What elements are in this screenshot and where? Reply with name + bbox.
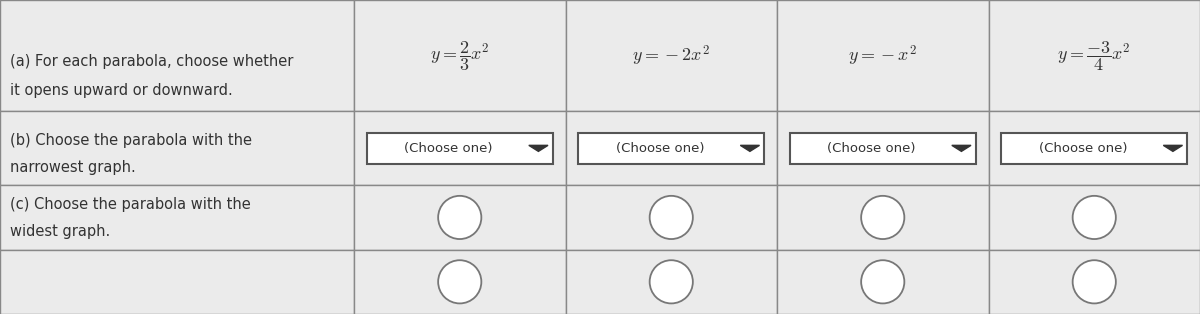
Bar bbox=[989, 250, 1200, 314]
Ellipse shape bbox=[1073, 196, 1116, 239]
Bar bbox=[0, 250, 354, 314]
Bar bbox=[989, 0, 1200, 111]
Bar bbox=[565, 111, 778, 185]
Bar bbox=[578, 133, 764, 164]
Polygon shape bbox=[740, 145, 760, 151]
Text: $y = -x^{2}$: $y = -x^{2}$ bbox=[848, 43, 917, 68]
Bar bbox=[354, 250, 565, 314]
Text: $y = -2x^{2}$: $y = -2x^{2}$ bbox=[632, 43, 710, 68]
Ellipse shape bbox=[438, 260, 481, 303]
Polygon shape bbox=[952, 145, 971, 151]
Text: (a) For each parabola, choose whether: (a) For each parabola, choose whether bbox=[10, 54, 293, 69]
Bar bbox=[1001, 133, 1187, 164]
Bar bbox=[367, 133, 553, 164]
Text: (Choose one): (Choose one) bbox=[1039, 142, 1127, 155]
Bar bbox=[778, 250, 989, 314]
Bar bbox=[565, 250, 778, 314]
Text: (Choose one): (Choose one) bbox=[616, 142, 704, 155]
Ellipse shape bbox=[1073, 260, 1116, 303]
Text: it opens upward or downward.: it opens upward or downward. bbox=[10, 83, 233, 98]
Bar bbox=[778, 0, 989, 111]
Ellipse shape bbox=[862, 260, 905, 303]
Ellipse shape bbox=[649, 260, 692, 303]
Ellipse shape bbox=[649, 196, 692, 239]
Bar bbox=[565, 0, 778, 111]
Bar bbox=[0, 111, 354, 185]
Text: widest graph.: widest graph. bbox=[10, 224, 110, 239]
Bar bbox=[989, 111, 1200, 185]
Text: (Choose one): (Choose one) bbox=[827, 142, 916, 155]
Text: $y = \dfrac{-3}{4}x^{2}$: $y = \dfrac{-3}{4}x^{2}$ bbox=[1057, 39, 1132, 73]
Bar bbox=[354, 111, 565, 185]
Bar bbox=[790, 133, 976, 164]
Bar bbox=[0, 0, 354, 111]
Text: (c) Choose the parabola with the: (c) Choose the parabola with the bbox=[10, 197, 251, 212]
Bar bbox=[989, 185, 1200, 250]
Text: (b) Choose the parabola with the: (b) Choose the parabola with the bbox=[10, 133, 252, 148]
Text: narrowest graph.: narrowest graph. bbox=[10, 160, 136, 175]
Polygon shape bbox=[1163, 145, 1182, 151]
Bar bbox=[565, 185, 778, 250]
Polygon shape bbox=[529, 145, 548, 151]
Bar bbox=[778, 185, 989, 250]
Ellipse shape bbox=[438, 196, 481, 239]
Text: (Choose one): (Choose one) bbox=[404, 142, 493, 155]
Bar bbox=[354, 0, 565, 111]
Bar bbox=[354, 185, 565, 250]
Text: $y = \dfrac{2}{3}x^{2}$: $y = \dfrac{2}{3}x^{2}$ bbox=[430, 39, 490, 73]
Bar bbox=[0, 185, 354, 250]
Ellipse shape bbox=[862, 196, 905, 239]
Bar bbox=[778, 111, 989, 185]
